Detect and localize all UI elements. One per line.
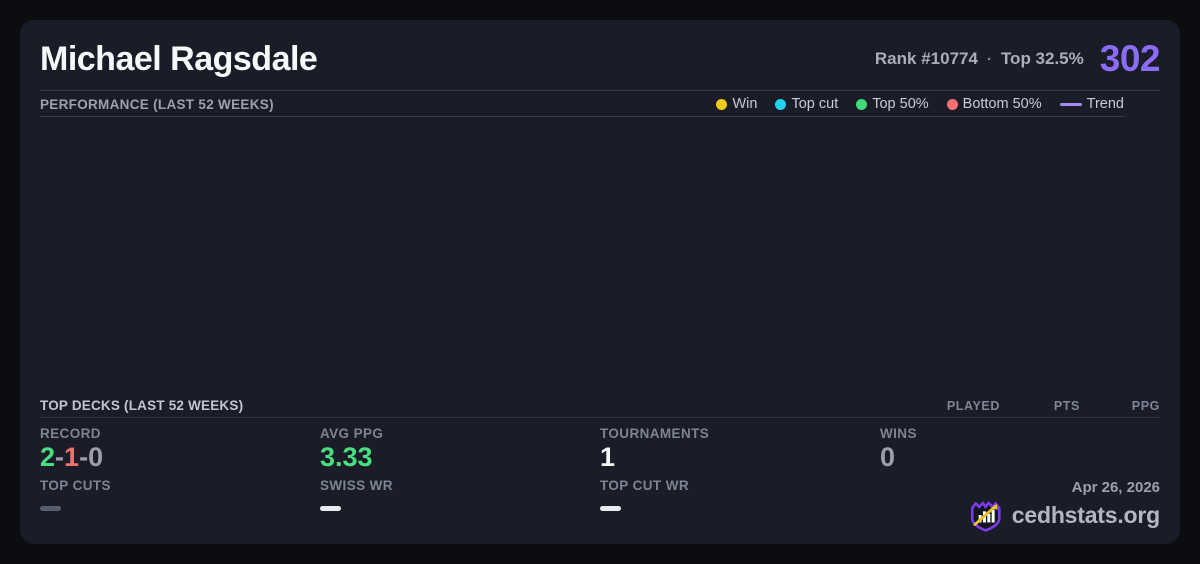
stat-label: RECORD [40, 426, 101, 441]
stat-label: TOP CUT WR [600, 478, 690, 493]
legend-item-trend: Trend [1059, 96, 1124, 113]
top-percent: Top 32.5% [1000, 49, 1084, 68]
legend-item-top50: Top 50% [856, 96, 929, 113]
swiss-wr-empty-dash [320, 506, 341, 511]
stat-label: TOURNAMENTS [600, 426, 710, 441]
legend-item-bottom50: Bottom 50% [946, 96, 1042, 113]
record-wins: 2 [40, 442, 56, 472]
column-header-ppg: PPG [1131, 398, 1160, 413]
top50-dot-icon [856, 98, 868, 110]
record-draws: 0 [88, 442, 104, 472]
legend-label: Win [732, 96, 758, 113]
top-decks-columns: PLAYED PTS PPG [920, 399, 1160, 413]
header-right: Rank #10774 · Top 32.5% 302 [875, 38, 1161, 80]
win-dot-icon [716, 98, 728, 110]
player-stats-card: Michael Ragsdale Rank #10774 · Top 32.5%… [20, 20, 1180, 544]
legend-item-win: Win [716, 96, 757, 112]
stat-label: SWISS WR [320, 478, 393, 493]
stat-tournaments: TOURNAMENTS 1 [600, 426, 880, 478]
site-name: cedhstats.org [1011, 501, 1160, 528]
top-decks-header-row: TOP DECKS (LAST 52 WEEKS) PLAYED PTS PPG [40, 394, 1160, 418]
site-brand: cedhstats.org [967, 498, 1160, 532]
card-date: Apr 26, 2026 [1071, 479, 1160, 496]
legend-label: Top cut [791, 96, 839, 113]
legend-label: Bottom 50% [962, 96, 1042, 113]
stats-grid: RECORD 2-1-0 AVG PPG 3.33 TOURNAMENTS 1 … [20, 418, 1180, 544]
record-sep: - [79, 442, 89, 472]
column-header-played: PLAYED [946, 398, 1000, 413]
stat-wins: WINS 0 [880, 426, 1160, 478]
top-cuts-empty-dash [40, 506, 61, 511]
column-header-pts: PTS [1053, 398, 1080, 413]
legend-label: Top 50% [872, 96, 929, 113]
avg-ppg-value: 3.33 [320, 442, 373, 472]
rank-separator: · [986, 50, 992, 68]
record-value: 2-1-0 [40, 441, 320, 473]
performance-title: PERFORMANCE (LAST 52 WEEKS) [40, 96, 274, 112]
bottom50-dot-icon [946, 98, 958, 110]
stat-label: AVG PPG [320, 426, 384, 441]
rank-label: Rank #10774 [874, 49, 978, 68]
stat-top-cut-wr: TOP CUT WR [600, 478, 880, 532]
top-decks-title: TOP DECKS (LAST 52 WEEKS) [40, 398, 244, 414]
card-header: Michael Ragsdale Rank #10774 · Top 32.5%… [20, 20, 1180, 90]
legend-label: Trend [1086, 96, 1124, 113]
stat-record: RECORD 2-1-0 [40, 426, 320, 478]
player-points: 302 [1099, 38, 1161, 79]
stat-label: TOP CUTS [40, 478, 111, 493]
rank-line: Rank #10774 · Top 32.5% [875, 49, 1084, 69]
legend-item-topcut: Top cut [775, 96, 838, 112]
footer-cell: Apr 26, 2026 cedhstats.org [880, 478, 1160, 532]
trend-line-icon [1059, 102, 1082, 106]
record-sep: - [55, 442, 65, 472]
cedhstats-shield-logo-icon [970, 501, 1001, 532]
performance-chart [20, 117, 1180, 394]
tournaments-value: 1 [600, 442, 616, 472]
stat-swiss-wr: SWISS WR [320, 478, 600, 532]
stat-label: WINS [880, 426, 917, 441]
stat-top-cuts: TOP CUTS [40, 478, 320, 532]
stat-avg-ppg: AVG PPG 3.33 [320, 426, 600, 478]
player-name: Michael Ragsdale [40, 39, 318, 78]
wins-value: 0 [880, 442, 896, 472]
topcut-dot-icon [775, 98, 787, 110]
record-losses: 1 [64, 442, 80, 472]
chart-legend: Win Top cut Top 50% Bottom 50% Trend [716, 96, 1124, 112]
top-cut-wr-empty-dash [600, 506, 621, 511]
performance-header-row: PERFORMANCE (LAST 52 WEEKS) Win Top cut … [40, 90, 1160, 118]
